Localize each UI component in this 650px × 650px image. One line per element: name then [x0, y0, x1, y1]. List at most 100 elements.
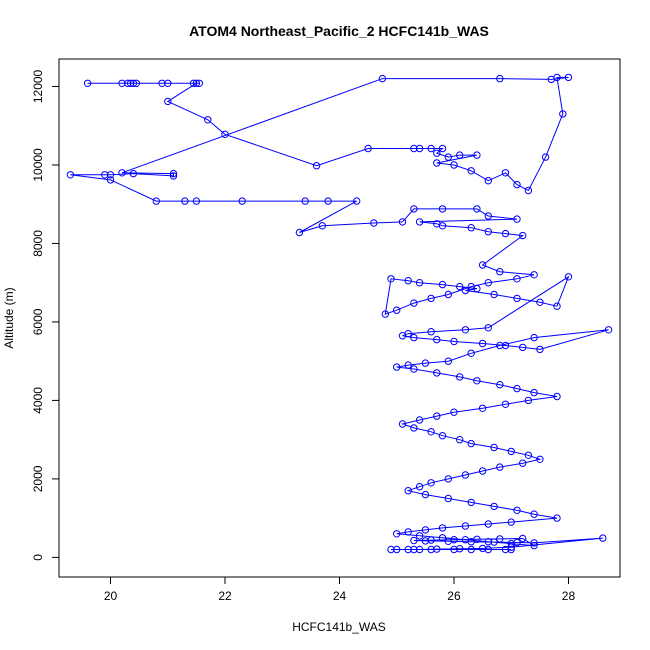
data-point	[513, 215, 521, 223]
data-point	[410, 144, 418, 153]
data-point	[438, 222, 447, 230]
data-point	[393, 545, 401, 554]
data-point	[415, 483, 424, 491]
data-point	[496, 535, 504, 543]
data-point	[444, 153, 452, 161]
data-point	[421, 359, 430, 367]
data-point	[536, 298, 544, 306]
data-point	[433, 412, 441, 420]
data-point	[427, 294, 435, 303]
data-point	[473, 284, 481, 293]
data-point	[519, 231, 527, 240]
data-point	[450, 337, 458, 346]
data-point	[404, 361, 412, 369]
data-point	[118, 79, 126, 88]
y-tick-label: 8000	[31, 230, 45, 257]
data-point	[438, 534, 447, 542]
data-point	[393, 363, 401, 371]
data-point	[433, 335, 441, 344]
data-point	[478, 261, 487, 269]
data-point	[204, 116, 212, 124]
data-point	[519, 534, 527, 543]
data-point	[410, 424, 418, 432]
data-point	[433, 159, 441, 167]
data-point	[433, 149, 441, 157]
data-point	[490, 443, 498, 452]
data-point	[501, 229, 510, 238]
data-point	[427, 328, 435, 336]
data-point	[415, 279, 424, 287]
y-tick-label: 12000	[31, 69, 45, 103]
x-axis-label: HCFC141b_WAS	[292, 620, 386, 634]
y-tick-label: 6000	[31, 308, 45, 335]
data-point	[530, 333, 538, 342]
data-point	[444, 475, 452, 483]
data-point	[513, 506, 521, 514]
data-point	[519, 343, 527, 352]
data-point	[427, 479, 435, 487]
data-point	[484, 177, 492, 185]
data-point	[530, 510, 538, 518]
data-point	[169, 169, 178, 178]
data-point	[456, 436, 464, 444]
data-point	[536, 455, 544, 463]
data-point	[484, 324, 492, 332]
data-point	[438, 432, 447, 440]
data-point	[496, 74, 504, 83]
data-point	[467, 545, 475, 554]
data-point	[507, 545, 515, 554]
series-line	[70, 76, 609, 550]
x-tick-label: 24	[333, 589, 347, 603]
data-point	[410, 333, 418, 342]
data-point	[312, 162, 321, 170]
data-point	[473, 377, 481, 385]
data-point	[421, 490, 430, 499]
data-point	[404, 487, 412, 495]
data-point	[444, 494, 452, 503]
data-point	[496, 463, 504, 471]
y-tick-label: 0	[31, 554, 45, 561]
data-point	[378, 74, 387, 83]
plot-area	[66, 73, 613, 554]
data-point	[496, 268, 504, 276]
data-point	[410, 299, 418, 307]
data-point	[398, 420, 407, 428]
data-point	[438, 524, 447, 532]
data-point	[484, 538, 492, 546]
data-point	[473, 151, 481, 159]
data-point	[461, 326, 470, 334]
data-point	[450, 408, 458, 416]
data-point	[126, 79, 135, 88]
data-point	[181, 197, 189, 205]
data-point	[490, 502, 498, 511]
y-axis-label: Altitude (m)	[2, 287, 16, 348]
data-point	[421, 526, 430, 534]
data-point	[238, 197, 246, 205]
data-point	[524, 186, 533, 195]
data-point	[221, 130, 229, 139]
y-axis: 0 2000 4000 6000 8000 10000 12000	[31, 69, 59, 561]
data-point	[599, 534, 607, 542]
data-point	[501, 400, 510, 408]
data-point	[530, 539, 538, 547]
data-point	[450, 545, 458, 554]
data-point	[478, 339, 487, 348]
x-tick-label: 22	[218, 589, 232, 603]
x-tick-label: 28	[562, 589, 576, 603]
data-point	[530, 271, 538, 279]
data-point	[427, 536, 435, 544]
data-point	[444, 537, 452, 545]
y-tick-label: 4000	[31, 387, 45, 414]
data-point	[427, 144, 435, 153]
data-point	[438, 205, 447, 213]
data-point	[404, 528, 412, 536]
data-point	[83, 79, 92, 88]
data-point	[501, 341, 510, 350]
data-point	[152, 197, 161, 205]
data-point	[604, 326, 613, 334]
data-point	[192, 79, 201, 88]
data-point	[324, 197, 332, 205]
data-point	[101, 171, 109, 179]
data-point	[398, 218, 407, 226]
